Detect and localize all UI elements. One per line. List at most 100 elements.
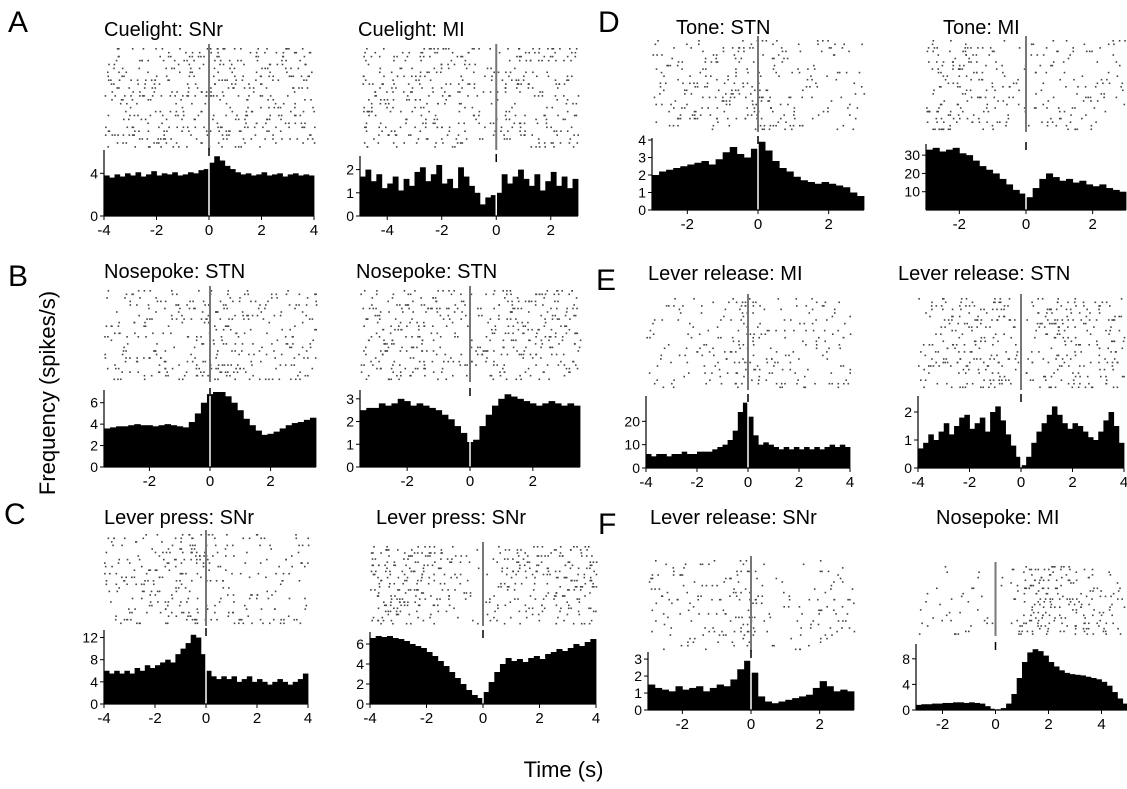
raster-spike <box>182 611 185 614</box>
raster-spike <box>222 48 224 50</box>
raster-spike <box>179 71 181 74</box>
raster-spike <box>268 75 270 78</box>
raster-spike <box>436 307 438 310</box>
raster-spike <box>447 48 450 50</box>
raster-spike <box>417 561 419 563</box>
histogram-bar <box>287 684 294 704</box>
raster-spike <box>122 134 125 136</box>
raster-spike <box>314 357 317 359</box>
raster-spike <box>107 71 109 74</box>
raster-spike <box>230 63 233 66</box>
raster-spike <box>1080 603 1083 606</box>
raster-spike <box>677 61 680 63</box>
raster-spike <box>1050 347 1053 350</box>
raster-spike <box>689 75 691 77</box>
raster-spike <box>210 618 212 621</box>
raster-spike <box>1102 82 1104 85</box>
histogram-bar <box>764 701 772 710</box>
raster-spike <box>958 68 960 70</box>
histogram-bar <box>398 639 405 704</box>
histogram-bar <box>567 403 575 467</box>
raster-spike <box>178 378 180 381</box>
y-tick-label: 10 <box>624 437 640 453</box>
raster-spike <box>383 604 386 607</box>
raster-spike <box>694 117 697 120</box>
raster-spike <box>201 311 204 313</box>
raster-spike <box>133 576 136 579</box>
raster-spike <box>1051 322 1053 325</box>
raster-spike <box>367 63 370 66</box>
raster-spike <box>510 311 512 313</box>
raster-spike <box>678 308 681 311</box>
y-tick-label: 3 <box>346 391 354 407</box>
raster-spike <box>388 378 390 381</box>
raster-spike <box>254 300 257 303</box>
histogram-bar <box>122 426 129 467</box>
histogram-bar <box>1006 703 1012 710</box>
raster-spike <box>722 47 725 49</box>
raster-spike <box>976 319 979 321</box>
raster-spike <box>798 71 801 74</box>
raster-spike <box>514 114 517 117</box>
raster-spike <box>721 100 724 102</box>
panel-letter: E <box>596 264 617 297</box>
raster-spike <box>496 619 498 622</box>
raster-spike <box>117 55 120 58</box>
raster-spike <box>986 365 989 367</box>
raster-spike <box>469 595 472 597</box>
raster-spike <box>926 110 929 113</box>
raster-spike <box>370 552 373 554</box>
histogram-bar <box>231 402 238 467</box>
raster-spike <box>949 114 952 116</box>
raster-spike <box>820 609 823 612</box>
raster-spike <box>517 83 520 85</box>
raster-spike <box>961 386 964 389</box>
raster-spike <box>1029 584 1032 587</box>
raster-spike <box>234 83 237 85</box>
raster-spike <box>1016 584 1019 587</box>
raster-spike <box>1052 61 1055 63</box>
raster-spike <box>569 567 572 570</box>
raster-spike <box>1067 128 1069 131</box>
raster-spike <box>135 541 138 543</box>
raster-spike <box>1044 375 1046 378</box>
raster-spike <box>435 71 438 74</box>
histogram-bar <box>799 449 805 468</box>
chart-title: Tone: MI <box>943 17 1020 39</box>
raster-spike <box>725 613 727 615</box>
raster-spike <box>160 357 162 359</box>
raster-spike <box>820 50 823 53</box>
raster-spike <box>1098 611 1101 614</box>
raster-spike <box>1000 308 1003 311</box>
raster-spike <box>272 99 275 101</box>
raster-spike <box>1043 326 1046 328</box>
raster-spike <box>122 99 124 101</box>
raster-spike <box>509 601 512 603</box>
raster-spike <box>757 382 760 385</box>
histogram-bar <box>403 641 410 704</box>
raster-spike <box>743 634 746 636</box>
raster-spike <box>297 551 300 554</box>
histogram-bar <box>800 180 808 210</box>
raster-spike <box>927 47 930 49</box>
x-tick-label: -2 <box>681 216 694 233</box>
raster-spike <box>534 304 537 306</box>
raster-spike <box>225 304 227 306</box>
raster-spike <box>152 332 154 335</box>
raster-spike <box>295 304 298 306</box>
raster-spike <box>1054 319 1056 321</box>
raster-spike <box>493 71 495 74</box>
raster-spike <box>537 328 539 331</box>
histogram-bar <box>821 182 830 210</box>
raster-spike <box>561 336 564 338</box>
raster-spike <box>295 534 297 536</box>
raster-spike <box>247 318 250 320</box>
raster-spike <box>1000 584 1003 587</box>
raster-spike <box>146 318 148 320</box>
histogram-bar <box>974 423 981 468</box>
raster-spike <box>153 583 155 586</box>
raster-spike <box>694 637 696 640</box>
raster-spike <box>183 558 186 561</box>
raster-spike <box>858 71 861 74</box>
raster-spike <box>793 107 796 109</box>
